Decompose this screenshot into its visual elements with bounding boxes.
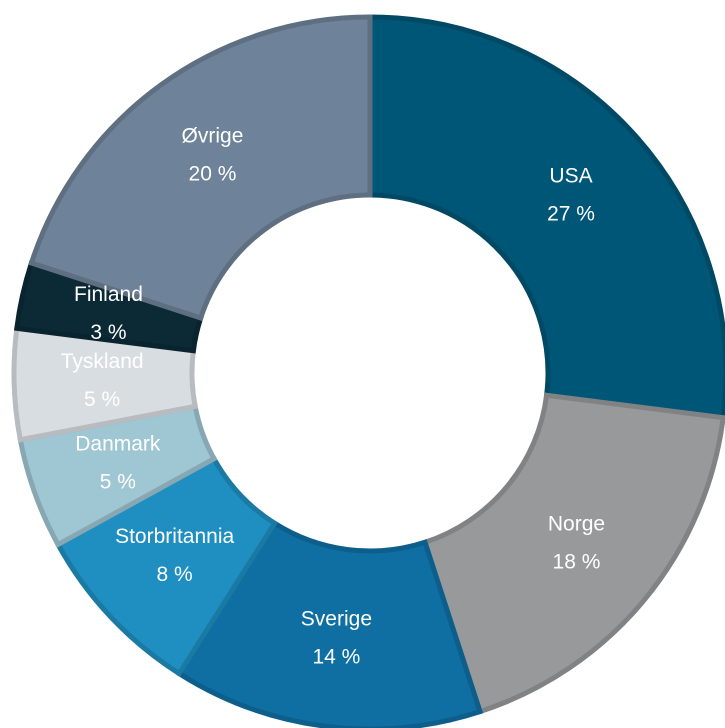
slice-label: Danmark [75,432,161,455]
value-label: 20 % [189,163,237,186]
slice [367,14,725,421]
slice-label: USA [549,164,592,187]
value-label: 3 % [90,321,126,344]
value-label: 14 % [312,645,360,668]
value-label: 8 % [157,563,193,586]
slice-label: Finland [74,283,143,306]
value-label: 18 % [553,550,601,573]
slice-label: Norge [548,512,605,535]
slice-label: Øvrige [182,125,244,148]
value-label: 27 % [547,202,595,225]
slice-label: Sverige [301,607,372,630]
value-label: 5 % [100,470,136,493]
slice-label: Tyskland [61,350,144,373]
slice [421,392,725,715]
slice [175,519,484,728]
value-label: 5 % [84,388,120,411]
slice-label: Storbritannia [115,525,234,548]
slice [28,14,373,322]
